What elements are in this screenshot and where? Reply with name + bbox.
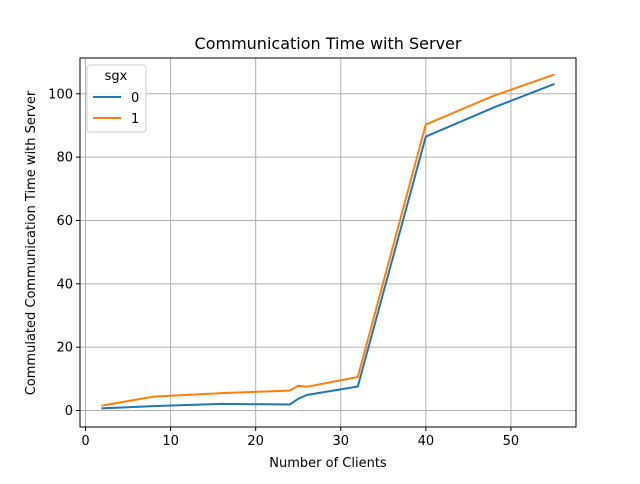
y-tick-label: 100 xyxy=(48,87,73,102)
y-axis-label: Commulated Communication Time with Serve… xyxy=(24,90,39,395)
y-tick-label: 80 xyxy=(56,151,73,166)
x-tick-label: 40 xyxy=(418,434,435,449)
x-tick-label: 30 xyxy=(332,434,349,449)
series-line-1 xyxy=(101,73,555,407)
y-tick-label: 60 xyxy=(56,214,73,229)
y-axis-ticks: 0 20 40 60 80 100 xyxy=(48,87,80,419)
y-tick-label: 20 xyxy=(56,341,73,356)
legend-label-series-0: 0 xyxy=(131,91,139,106)
grid xyxy=(80,58,576,427)
x-tick-label: 0 xyxy=(81,434,89,449)
series-line-0 xyxy=(101,83,555,410)
series-lines xyxy=(101,73,555,410)
x-axis-label: Number of Clients xyxy=(269,456,387,471)
y-tick-label: 40 xyxy=(56,277,73,292)
y-tick-label: 0 xyxy=(65,404,73,419)
chart-title: Communication Time with Server xyxy=(195,34,462,53)
x-tick-label: 10 xyxy=(162,434,179,449)
x-axis-ticks: 0 10 20 30 40 50 xyxy=(81,427,519,449)
x-tick-label: 50 xyxy=(503,434,520,449)
legend-label-series-1: 1 xyxy=(131,112,139,127)
legend-box xyxy=(86,64,147,133)
legend-title: sgx xyxy=(105,69,128,84)
legend: sgx 0 1 xyxy=(86,64,147,133)
plot-frame xyxy=(79,57,577,428)
x-tick-label: 20 xyxy=(247,434,264,449)
